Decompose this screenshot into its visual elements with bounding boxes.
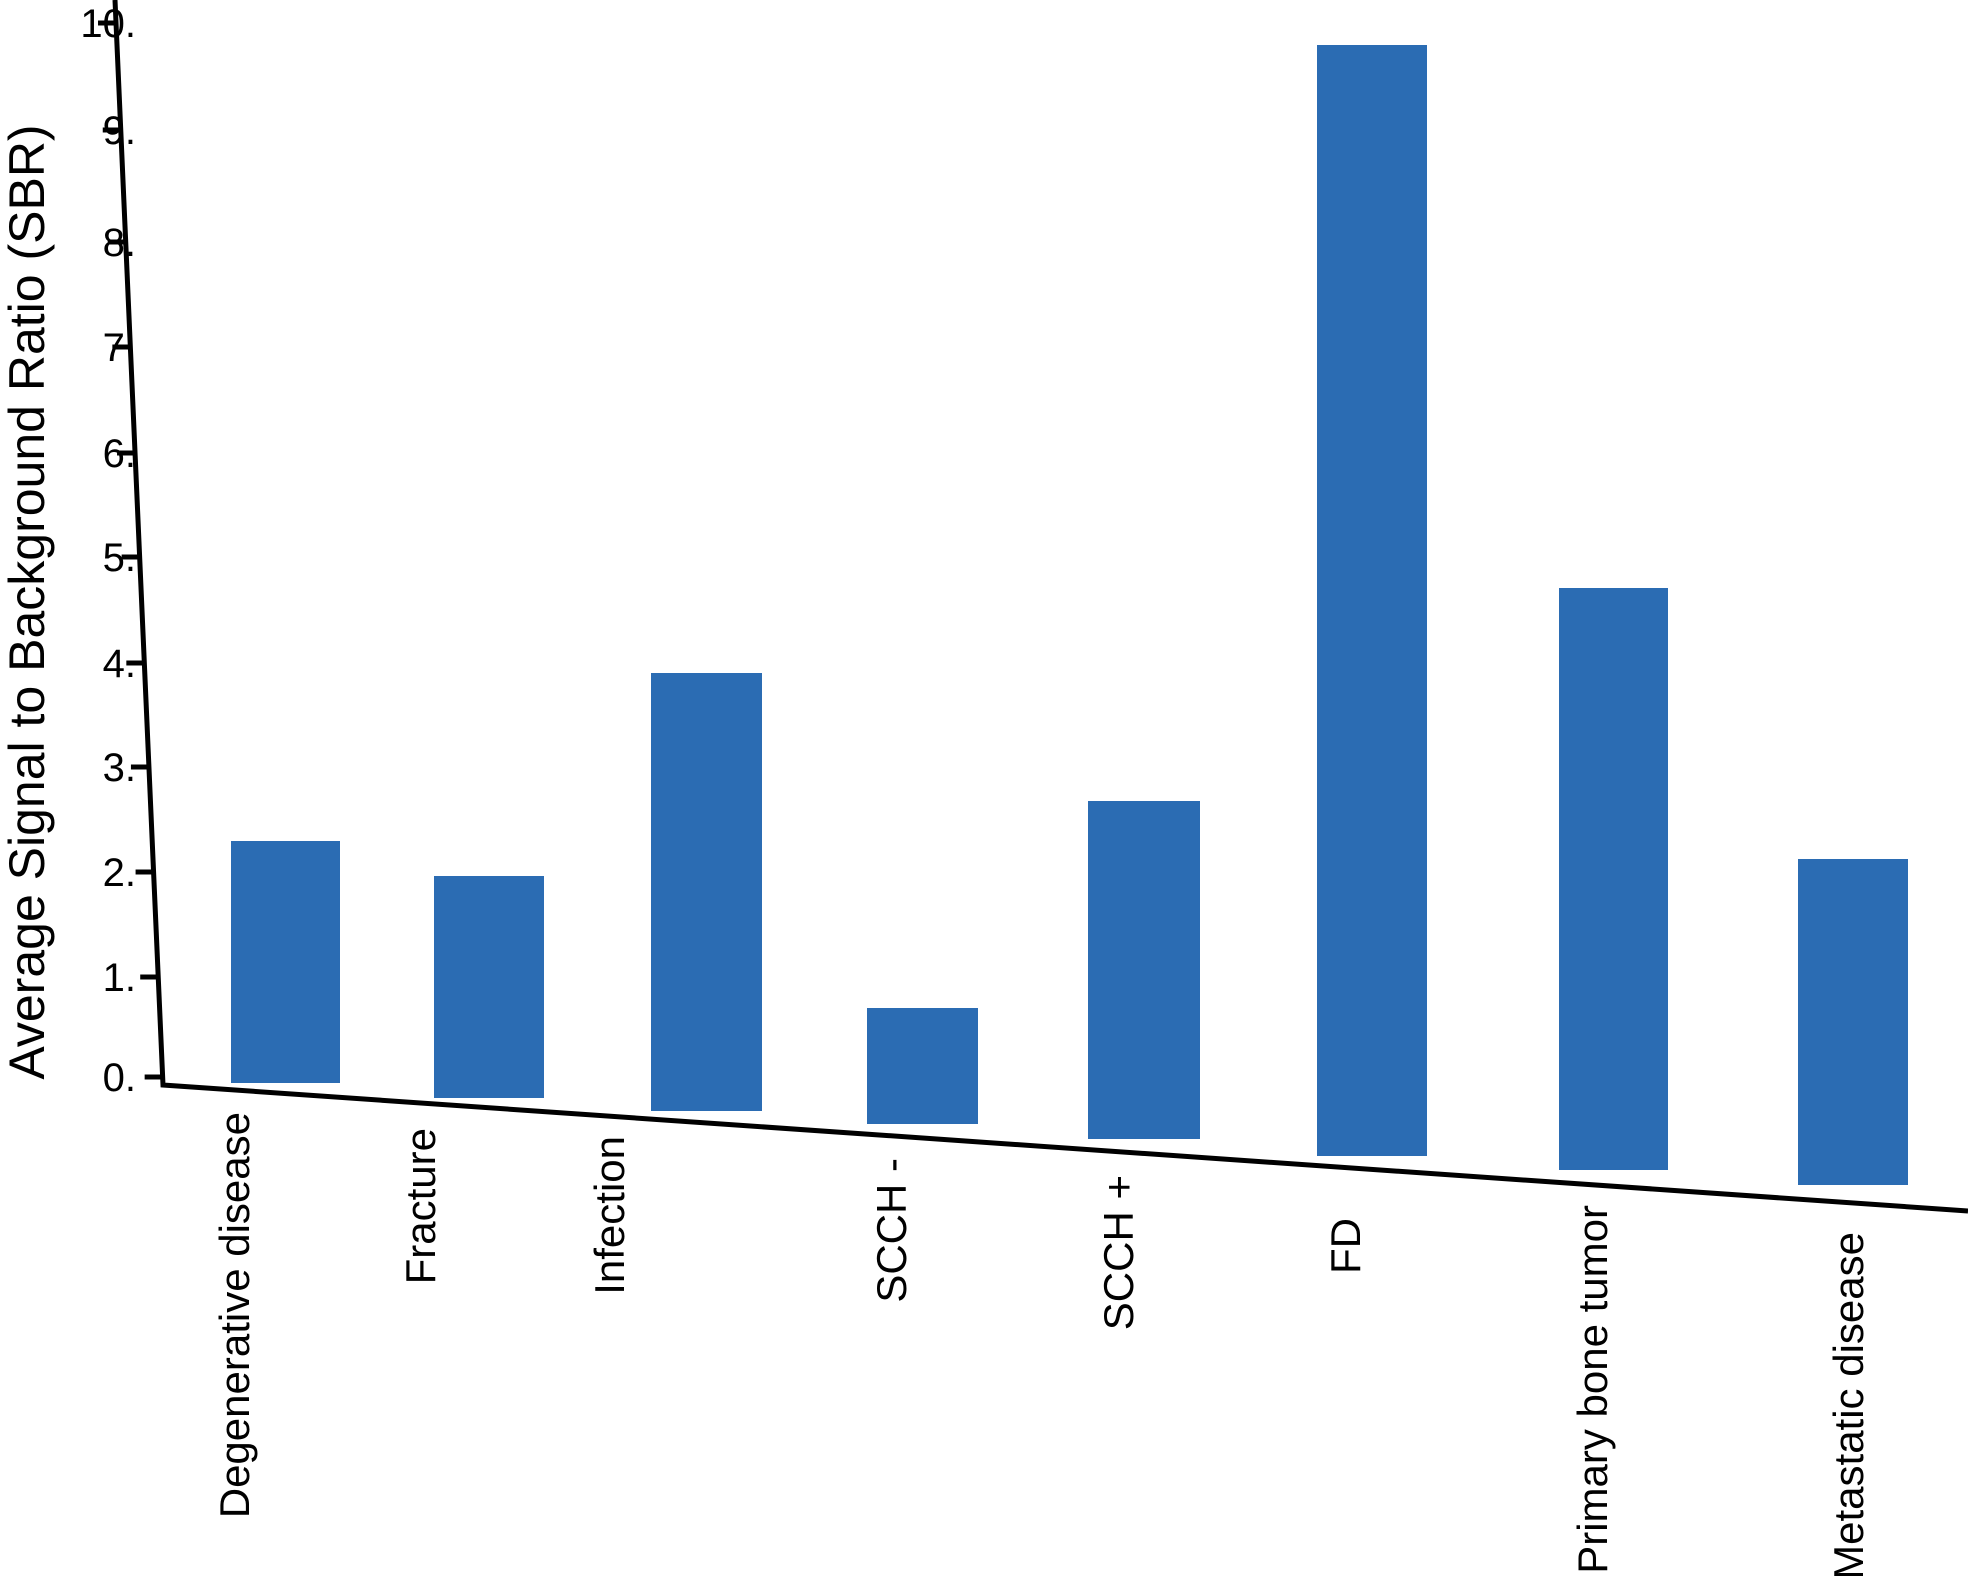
y-tick-label: 10. <box>80 2 136 46</box>
category-label: FD <box>1322 1218 1369 1274</box>
bar-fracture <box>434 876 544 1098</box>
y-tick-label: 8. <box>103 221 136 265</box>
axis-spine <box>112 0 1968 1214</box>
category-label: SCCH + <box>1095 1175 1142 1330</box>
bar-scch <box>1088 801 1200 1139</box>
y-tick-label: 1. <box>103 956 136 1000</box>
y-tick-label: 5. <box>103 536 136 580</box>
category-label: Primary bone tumor <box>1569 1205 1616 1574</box>
y-axis-title: Average Signal to Background Ratio (SBR) <box>0 124 55 1079</box>
category-label: SCCH - <box>868 1158 915 1303</box>
category-label: Metastatic disease <box>1825 1232 1872 1576</box>
bar-fd <box>1317 45 1427 1156</box>
category-label: Fracture <box>397 1128 444 1284</box>
bar-infection <box>651 673 762 1111</box>
bar-degenerative-disease <box>231 841 340 1083</box>
y-tick-label: 9. <box>103 109 136 153</box>
y-tick-label: 3. <box>103 746 136 790</box>
bar-scch <box>867 1008 978 1124</box>
y-tick-label: 4. <box>103 642 136 686</box>
y-tick-label: 7. <box>103 326 136 370</box>
category-label: Degenerative disease <box>211 1112 258 1518</box>
y-tick-label: 2. <box>103 851 136 895</box>
y-tick-label: 6. <box>103 432 136 476</box>
bar-primary-bone-tumor <box>1559 588 1668 1170</box>
bar-metastatic-disease <box>1798 859 1908 1185</box>
y-tick-label: 0. <box>103 1056 136 1100</box>
category-label: Infection <box>586 1136 633 1295</box>
